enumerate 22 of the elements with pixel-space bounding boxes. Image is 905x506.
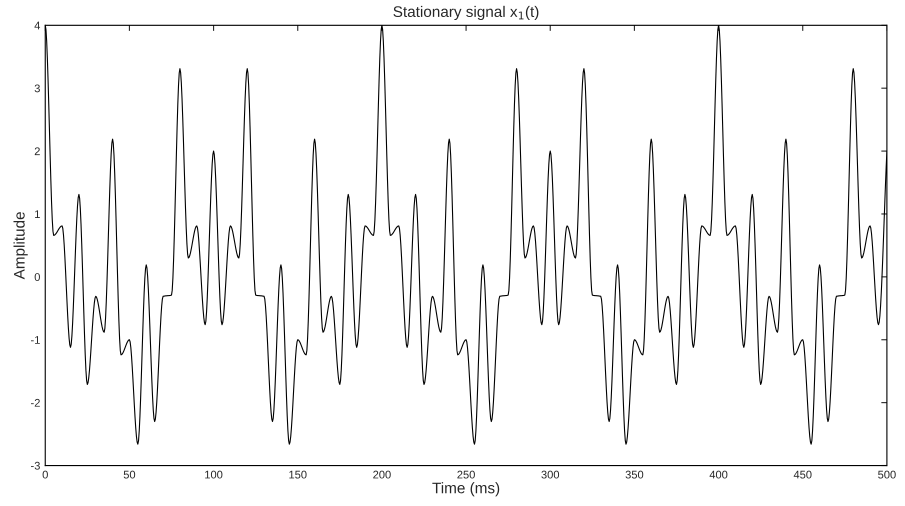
- y-tick-label: -1: [31, 336, 40, 344]
- x-tick-label: 0: [42, 470, 48, 479]
- y-tick-label: 1: [35, 210, 40, 218]
- y-tick-label: -3: [31, 462, 40, 470]
- y-axis-title: Amplitude: [13, 212, 28, 280]
- y-tick-label: 2: [34, 147, 40, 156]
- x-tick-label: 200: [373, 470, 391, 479]
- x-tick-label: 350: [626, 470, 644, 479]
- x-tick-label: 50: [124, 470, 136, 479]
- x-tick-label: 150: [289, 470, 307, 479]
- y-tick-label: 4: [34, 22, 40, 30]
- x-tick-label: 400: [710, 470, 728, 479]
- x-tick-label: 450: [794, 470, 812, 479]
- x-tick-label: 300: [541, 470, 560, 479]
- x-tick-label: 250: [457, 470, 475, 479]
- x-tick-label: 100: [205, 470, 222, 479]
- x-axis-title: Time (ms): [432, 482, 500, 496]
- x-tick-label: 500: [878, 470, 896, 479]
- y-tick-label: 3: [34, 84, 40, 92]
- y-tick-label: -2: [31, 398, 40, 407]
- chart-title: Stationary signal x$_{1}$(t): [393, 6, 538, 20]
- y-tick-label: 0: [34, 273, 40, 281]
